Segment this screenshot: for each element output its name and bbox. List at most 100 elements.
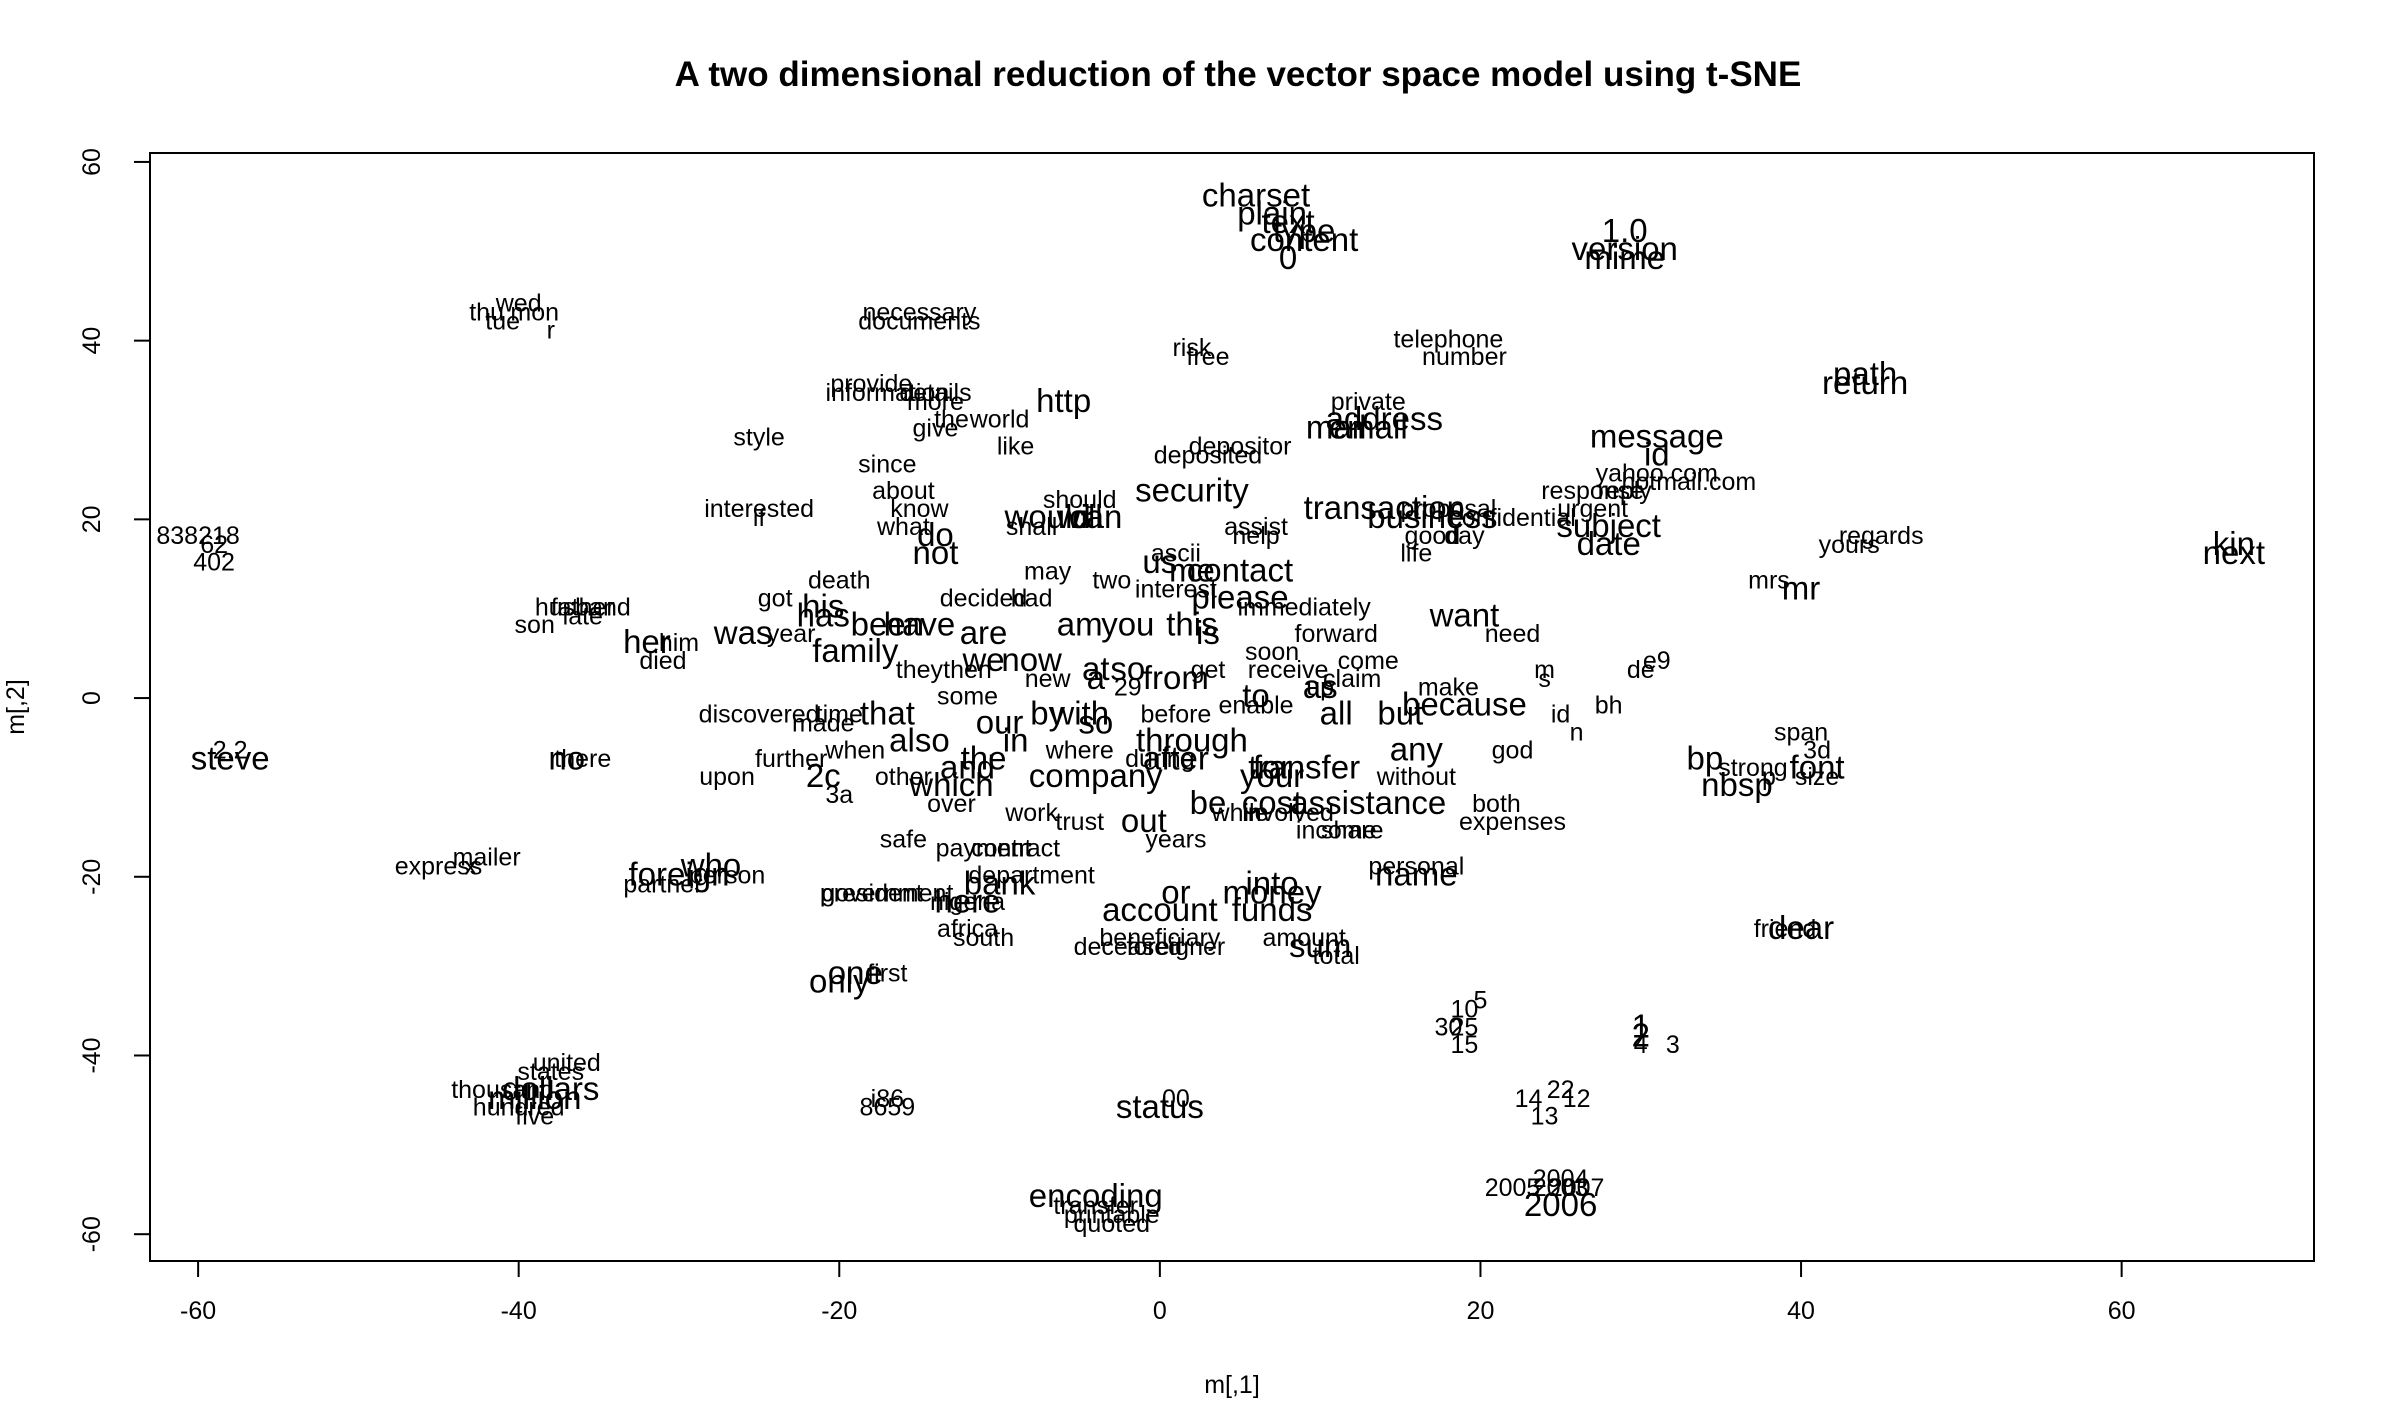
word-point: but	[1377, 695, 1423, 732]
word-point: this	[1166, 605, 1217, 642]
word-point: both	[1472, 790, 1521, 818]
word-point: years	[1145, 826, 1206, 854]
word-point: id	[1551, 701, 1570, 729]
word-point: can	[1069, 498, 1122, 535]
word-point: will	[1056, 498, 1103, 535]
word-point: expenses	[1459, 808, 1566, 836]
word-point: 00	[1162, 1085, 1190, 1113]
word-point: next	[2203, 534, 2265, 571]
word-point: involved	[1242, 799, 1334, 827]
word-point: or	[1161, 873, 1190, 910]
y-tick-label: 60	[78, 148, 106, 176]
word-point: encoding	[1029, 1177, 1163, 1214]
word-point: information	[826, 379, 950, 407]
word-point: necessary	[862, 298, 976, 326]
word-point: bank	[964, 864, 1036, 901]
word-point: 1.0	[1602, 212, 1648, 249]
x-axis: -60 -40 -20 0 20 40 60	[180, 1261, 2136, 1325]
word-point: 29	[1114, 674, 1142, 702]
word-point: interested	[704, 495, 814, 523]
word-point: get	[1191, 656, 1226, 684]
word-point: all	[1320, 695, 1353, 732]
word-point: private	[1331, 388, 1406, 416]
word-point: style	[733, 424, 784, 452]
x-tick-label: -60	[180, 1297, 216, 1325]
word-point: safe	[880, 826, 927, 854]
word-point: depositor	[1189, 432, 1292, 460]
word-point: 12	[1563, 1085, 1591, 1113]
word-point: 2c	[806, 757, 841, 794]
word-point: now	[1001, 641, 1062, 678]
word-point: deceased	[1074, 933, 1182, 961]
y-axis-label: m[,2]	[2, 679, 30, 735]
word-point: since	[858, 450, 916, 478]
word-point: has	[797, 596, 850, 633]
y-tick-label: -20	[78, 859, 106, 895]
word-point: e9	[1643, 647, 1671, 675]
word-point: address	[1326, 400, 1443, 437]
word-point: 1	[1632, 1007, 1650, 1044]
word-point: 10	[1451, 995, 1479, 1023]
word-point: nbsp	[1701, 766, 1773, 803]
word-point: email	[1329, 409, 1408, 446]
x-tick-label: -40	[501, 1297, 537, 1325]
x-tick-label: -20	[821, 1297, 857, 1325]
word-point: content	[1250, 221, 1358, 258]
word-point: be	[1190, 784, 1227, 821]
word-point: hotmail.com	[1621, 468, 1756, 496]
word-point: also	[889, 721, 950, 758]
word-point: yahoo.com	[1596, 459, 1718, 487]
word-point: more	[907, 388, 964, 416]
word-point: died	[639, 647, 686, 675]
word-point: express	[395, 852, 483, 880]
word-point: 3	[1666, 1031, 1680, 1059]
word-point: while	[1211, 799, 1269, 827]
word-point: are	[960, 614, 1008, 651]
word-point: quoted	[1074, 1210, 1150, 1238]
word-point: before	[1140, 701, 1211, 729]
word-point: transfer	[1053, 1192, 1138, 1220]
word-point: kin	[2213, 525, 2255, 562]
word-point: soon	[1245, 638, 1299, 666]
word-point: funds	[1232, 891, 1313, 928]
word-point: as	[1303, 668, 1338, 705]
word-point: mon	[510, 298, 559, 326]
word-point: you	[1101, 605, 1154, 642]
word-point: personal	[1368, 852, 1464, 880]
word-point: total	[1313, 942, 1360, 970]
word-point: immediately	[1237, 593, 1371, 621]
word-point: first	[867, 960, 907, 988]
word-point: father	[551, 593, 615, 621]
word-point: bh	[1595, 692, 1623, 720]
word-point: 15	[1451, 1031, 1479, 1059]
word-point: printable	[1064, 1201, 1160, 1229]
word-point: 13	[1531, 1103, 1559, 1131]
word-point: time	[816, 701, 863, 729]
word-point: to	[1242, 677, 1270, 714]
word-point: been	[851, 605, 924, 642]
word-point: thu	[469, 298, 504, 326]
word-point: five	[515, 1103, 554, 1131]
word-point: charset	[1202, 176, 1310, 213]
word-point: after	[1143, 739, 1209, 776]
word-point: out	[1121, 802, 1167, 839]
word-point: steve	[191, 739, 270, 776]
word-point: 30	[1434, 1013, 1462, 1041]
word-point: no	[548, 739, 585, 776]
word-point: states	[517, 1058, 584, 1086]
word-point: response	[1541, 477, 1644, 505]
word-point: your	[1240, 757, 1304, 794]
x-tick-label: 40	[1787, 1297, 1815, 1325]
word-point: by	[1030, 695, 1065, 732]
word-point: amount	[1262, 924, 1345, 952]
word-point: n	[1570, 718, 1584, 746]
word-point: do	[917, 516, 954, 553]
word-point: when	[824, 736, 885, 764]
word-point: his	[802, 587, 844, 624]
word-point: over	[927, 790, 976, 818]
word-point: bp	[1687, 739, 1724, 776]
word-point: r	[547, 316, 555, 344]
word-point: husband	[535, 593, 631, 621]
word-point: only	[809, 963, 870, 1000]
